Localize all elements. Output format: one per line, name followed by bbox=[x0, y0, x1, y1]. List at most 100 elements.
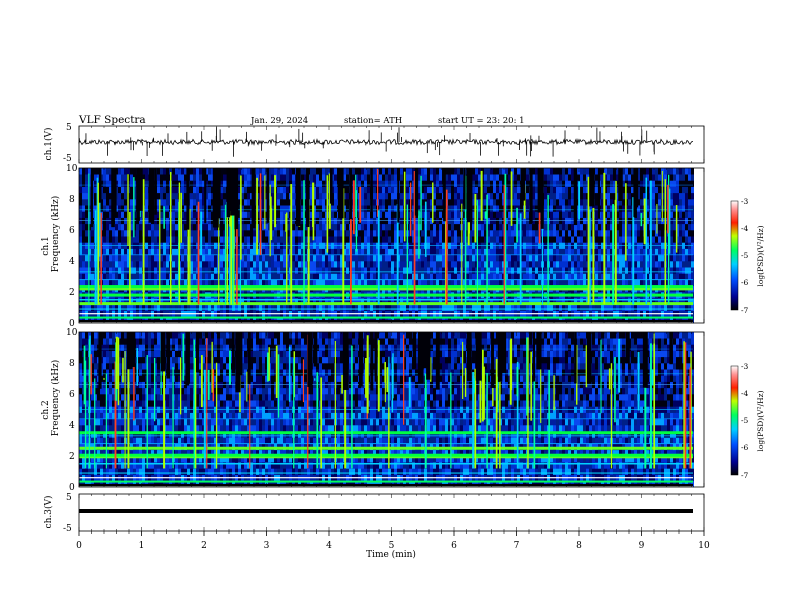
spec-cell bbox=[196, 298, 199, 305]
spec-cell bbox=[658, 230, 661, 237]
spec-cell bbox=[394, 248, 397, 256]
spec-cell bbox=[358, 261, 361, 268]
spec-cell bbox=[571, 248, 574, 256]
spec-cell bbox=[316, 205, 319, 212]
spec-cell bbox=[448, 180, 451, 187]
spec-cell bbox=[511, 236, 514, 243]
spec-cell bbox=[472, 261, 475, 268]
spec-cell bbox=[652, 304, 655, 311]
spec-cell bbox=[550, 199, 553, 206]
spec-cell bbox=[526, 223, 529, 231]
spec-cell bbox=[556, 192, 559, 200]
spec-cell bbox=[637, 273, 640, 280]
spec-cell bbox=[460, 174, 463, 181]
spec-cell bbox=[283, 205, 286, 212]
spec-cell bbox=[658, 261, 661, 268]
spec-cell bbox=[397, 304, 400, 311]
spec-cell bbox=[526, 261, 529, 268]
spec-cell bbox=[259, 267, 262, 274]
spec-cell bbox=[457, 236, 460, 243]
spec-cell bbox=[181, 267, 184, 274]
spec-cell bbox=[220, 298, 223, 305]
spec-cell bbox=[268, 174, 271, 181]
spec-cell bbox=[556, 254, 559, 262]
date-label: Jan. 29, 2024 bbox=[250, 116, 308, 126]
spec-cell bbox=[451, 230, 454, 237]
spec-cell bbox=[247, 298, 250, 305]
spec-cell bbox=[271, 192, 274, 200]
spec-cell bbox=[106, 236, 109, 243]
spec-cell bbox=[382, 230, 385, 237]
spec-cell bbox=[508, 192, 511, 200]
spec-cell bbox=[493, 174, 496, 181]
spec-cell bbox=[472, 186, 475, 194]
spec-cell bbox=[178, 304, 181, 311]
spec-cell bbox=[568, 192, 571, 200]
spec-cell bbox=[316, 267, 319, 274]
spec-cell bbox=[550, 254, 553, 262]
spec-cell bbox=[517, 273, 520, 280]
spec-cell bbox=[430, 304, 433, 311]
spec-cell bbox=[88, 254, 91, 262]
spec-cell bbox=[439, 230, 442, 237]
spec-cell bbox=[286, 298, 289, 305]
spec-cell bbox=[490, 205, 493, 212]
spec-cell bbox=[322, 230, 325, 237]
spec-cell bbox=[559, 211, 562, 218]
spec-cell bbox=[142, 174, 145, 181]
spec-cell bbox=[133, 168, 136, 175]
spec-cell bbox=[646, 304, 649, 311]
spec-cell bbox=[112, 254, 115, 262]
spec-cell bbox=[535, 205, 538, 212]
spec-cell bbox=[511, 273, 514, 280]
spec-cell bbox=[124, 261, 127, 268]
spec-cell bbox=[652, 236, 655, 243]
spec-cell bbox=[421, 304, 424, 311]
spec-cell bbox=[322, 248, 325, 256]
spec-cell bbox=[133, 273, 136, 280]
spec-cell bbox=[361, 248, 364, 256]
spec-cell bbox=[427, 254, 430, 262]
spec-cell bbox=[337, 267, 340, 274]
spec-cell bbox=[277, 230, 280, 237]
spec-cell bbox=[136, 267, 139, 274]
spec-cell bbox=[121, 180, 124, 187]
spec-cell bbox=[517, 168, 520, 175]
spec-cell bbox=[595, 168, 598, 175]
spec-cell bbox=[286, 223, 289, 231]
spec-cell bbox=[238, 236, 241, 243]
spec-cell bbox=[118, 186, 121, 194]
spec-cell bbox=[223, 168, 226, 175]
spec-cell bbox=[628, 223, 631, 231]
spec-cell bbox=[283, 248, 286, 256]
spec-cell bbox=[496, 174, 499, 181]
spec-cell bbox=[451, 236, 454, 243]
spec-cell bbox=[607, 205, 610, 212]
spec-cell bbox=[277, 168, 280, 175]
spec-cell bbox=[271, 211, 274, 218]
spec-cell bbox=[136, 304, 139, 311]
spec-cell bbox=[640, 248, 643, 256]
spec-cell bbox=[400, 199, 403, 206]
spec-cell bbox=[205, 273, 208, 280]
spec-cell bbox=[514, 267, 517, 274]
spec-cell bbox=[115, 273, 118, 280]
spec-cell bbox=[163, 180, 166, 187]
spec-cell bbox=[247, 254, 250, 262]
spec-cell bbox=[82, 168, 85, 175]
spec-cell bbox=[334, 304, 337, 311]
spec-cell bbox=[274, 267, 277, 274]
spec-cell bbox=[433, 168, 436, 175]
spec-cell bbox=[373, 199, 376, 206]
spec-cell bbox=[91, 304, 94, 311]
spec-cell bbox=[577, 174, 580, 181]
spec-cell bbox=[319, 223, 322, 231]
spec-cell bbox=[79, 267, 82, 274]
spec-cell bbox=[466, 248, 469, 256]
spec-cell bbox=[493, 304, 496, 311]
spec-cell bbox=[133, 248, 136, 256]
spec-cell bbox=[265, 304, 268, 311]
spec-cell bbox=[250, 298, 253, 305]
spec-cell bbox=[127, 273, 130, 280]
spec-cell bbox=[118, 273, 121, 280]
